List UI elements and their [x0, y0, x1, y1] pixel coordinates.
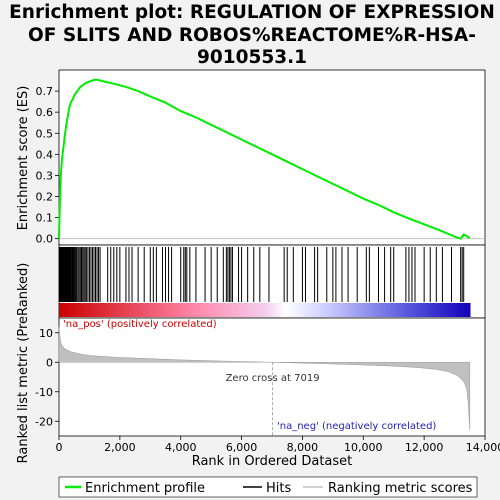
legend: Enrichment profile Hits Ranking metric s… [58, 476, 478, 498]
es-y-tick-label: 0.7 [36, 85, 54, 98]
es-y-tick-label: 0.3 [36, 169, 54, 182]
x-axis-label: Rank in Ordered Dataset [192, 454, 353, 469]
metric-y-axis: 10 0 -10 -20 [35, 327, 59, 428]
es-y-axis: 0.0 0.1 0.2 0.3 0.4 0.5 0.6 0.7 [36, 85, 59, 246]
es-y-tick-label: 0.4 [36, 148, 54, 161]
x-tick-label: 14,000 [466, 441, 500, 454]
metric-y-tick-label: -20 [35, 415, 53, 428]
legend-label-hits: Hits [266, 481, 291, 496]
legend-label-es: Enrichment profile [85, 481, 205, 496]
legend-label-metric: Ranking metric scores [328, 481, 473, 496]
es-y-tick-label: 0.1 [36, 212, 54, 225]
es-y-label: Enrichment score (ES) [16, 86, 31, 231]
metric-y-label: Ranked list metric (PreRanked) [16, 263, 31, 464]
zero-cross-label: Zero cross at 7019 [226, 373, 320, 384]
x-tick-label: 2,000 [104, 441, 136, 454]
neg-label: 'na_neg' (negatively correlated) [277, 421, 436, 432]
es-y-tick-label: 0.5 [36, 127, 54, 140]
pos-label: 'na_pos' (positively correlated) [63, 319, 217, 330]
title: Enrichment plot: REGULATION OF EXPRESSIO… [9, 2, 495, 68]
es-panel [58, 69, 486, 246]
x-tick-label: 12,000 [405, 441, 444, 454]
hits-track [58, 247, 465, 302]
x-tick-label: 4,000 [165, 441, 197, 454]
metric-y-tick-label: 0 [46, 356, 53, 369]
x-tick-label: 10,000 [344, 441, 383, 454]
legend-box [58, 476, 478, 498]
title-line-2: OF SLITS AND ROBOS%REACTOME%R-HSA- [28, 25, 476, 46]
x-tick-label: 8,000 [287, 441, 319, 454]
metric-y-tick-label: -10 [35, 386, 53, 399]
es-y-tick-label: 0.2 [36, 191, 54, 204]
title-line-3: 9010553.1 [197, 47, 307, 68]
x-tick-label: 0 [56, 441, 63, 454]
enrichment-profile-line [58, 78, 471, 240]
metric-x-axis: 0 2,000 4,000 6,000 8,000 10,000 12,000 14,000 [56, 436, 500, 454]
x-tick-label: 6,000 [226, 441, 258, 454]
es-y-tick-label: 0.0 [36, 233, 54, 246]
metric-y-tick-label: 10 [39, 327, 53, 340]
rank-color-bar [59, 303, 471, 317]
es-y-tick-label: 0.6 [36, 106, 54, 119]
title-line-1: Enrichment plot: REGULATION OF EXPRESSIO… [9, 2, 495, 23]
metric-panel [58, 317, 486, 437]
